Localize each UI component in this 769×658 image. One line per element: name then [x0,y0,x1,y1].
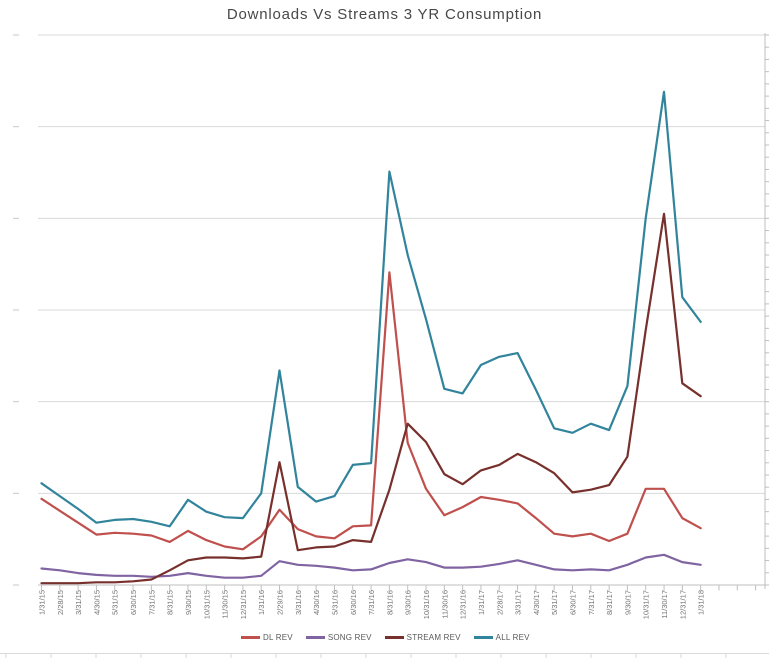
legend-item-dl-rev[interactable]: DL REV [241,633,293,642]
x-axis-label: 2/29/16 [276,590,285,615]
x-axis-label: 9/30/17 [623,590,632,615]
x-axis-label: 1/31/15 [38,590,47,615]
x-axis-label: 3/31/16 [294,590,303,615]
x-axis-label: 12/31/15 [239,590,248,619]
x-axis-label: 6/30/15 [129,590,138,615]
chart-title: Downloads Vs Streams 3 YR Consumption [226,6,543,23]
x-axis-label: 5/31/16 [330,590,339,615]
x-axis-label: 7/31/15 [147,590,156,615]
x-axis-label: 8/31/17 [605,590,614,615]
x-axis-label: 8/31/16 [385,590,394,615]
legend-swatch-all-rev [473,636,493,639]
series-line-song-rev[interactable] [40,553,702,579]
legend-label-dl-rev: DL REV [263,633,293,642]
legend-item-song-rev[interactable]: SONG REV [305,633,372,642]
x-axis-label: 11/30/17 [660,590,669,619]
x-axis-label: 6/30/17 [568,590,577,615]
x-axis-label: 11/30/16 [440,590,449,619]
x-axis-label: 9/30/15 [184,590,193,615]
x-axis-label: 5/31/15 [111,590,120,615]
x-axis-label: 4/30/16 [312,590,321,615]
x-axis-label: 7/31/17 [587,590,596,615]
x-axis-label: 3/31/17 [514,590,523,615]
x-axis-label: 4/30/17 [532,590,541,615]
legend-swatch-dl-rev [241,636,260,639]
x-axis-label: 6/30/16 [349,590,358,615]
legend-item-all-rev[interactable]: ALL REV [473,633,530,642]
legend-label-stream-rev: STREAM REV [406,633,461,642]
x-axis-label: 2/28/17 [495,590,504,615]
x-axis-label: 10/31/17 [642,590,651,619]
x-axis-label: 7/31/16 [367,590,376,615]
x-axis-label: 3/31/15 [74,590,83,615]
x-axis-label: 12/31/16 [459,590,468,619]
series-line-dl-rev[interactable] [40,271,702,551]
legend-item-stream-rev[interactable]: STREAM REV [384,633,461,642]
series-line-stream-rev[interactable] [40,212,702,585]
x-axis-label: 1/31/16 [257,590,266,615]
legend-label-song-rev: SONG REV [327,633,372,642]
x-axis-label: 1/31/17 [477,590,486,615]
x-axis-label: 8/31/15 [166,590,175,615]
x-axis-label: 4/30/15 [92,590,101,615]
x-axis-label: 1/31/18 [697,590,706,615]
series-line-all-rev[interactable] [40,90,702,528]
x-axis-label: 12/31/17 [678,590,687,619]
legend-label-all-rev: ALL REV [495,633,530,642]
x-axis-label: 11/30/15 [221,590,230,619]
x-axis-label: 10/31/16 [422,590,431,619]
legend: DL REV SONG REV STREAM REV ALL REV [241,633,530,642]
x-axis-label: 5/31/17 [550,590,559,615]
legend-swatch-song-rev [305,636,325,639]
x-axis-label: 10/31/15 [202,590,211,619]
x-axis-label: 2/28/15 [56,590,65,615]
x-axis-label: 9/30/16 [404,590,413,615]
legend-swatch-stream-rev [384,636,404,639]
